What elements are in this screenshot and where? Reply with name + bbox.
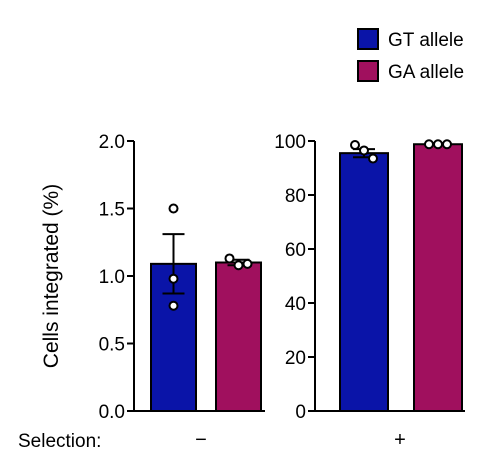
panel-1-selection-value: − <box>195 429 207 451</box>
y-tick-label: 20 <box>285 348 306 369</box>
data-point <box>350 140 360 151</box>
selection-label: Selection: <box>18 431 101 452</box>
data-point <box>233 260 244 271</box>
y-tick-label: 1.5 <box>99 200 125 221</box>
panel-2-selection-value: + <box>394 429 406 451</box>
bar <box>413 143 463 413</box>
y-axis-title: Cells integrated (%) <box>40 184 63 368</box>
legend: GT allele GA allele <box>357 28 464 83</box>
data-point <box>168 203 179 214</box>
legend-swatch-gt <box>357 28 379 50</box>
legend-label-ga: GA allele <box>388 62 464 83</box>
bar <box>339 152 389 412</box>
y-tick-label: 60 <box>285 240 306 261</box>
data-point <box>433 139 443 150</box>
y-tick-label: 100 <box>274 132 306 153</box>
data-point <box>242 258 253 269</box>
data-point <box>168 273 179 284</box>
panel-without-selection: 0.0 0.5 1.0 1.5 2.0 <box>99 132 265 423</box>
y-tick-label: 0.5 <box>99 335 125 356</box>
y-tick-label: 0 <box>295 402 306 423</box>
y-tick-label: 40 <box>285 294 306 315</box>
data-point <box>368 153 378 164</box>
data-point <box>359 145 369 156</box>
data-point <box>442 139 452 150</box>
data-point <box>224 253 235 264</box>
legend-swatch-ga <box>357 60 379 82</box>
y-tick-label: 2.0 <box>99 132 125 153</box>
data-point <box>168 300 179 311</box>
y-tick-label: 0.0 <box>99 402 125 423</box>
legend-label-gt: GT allele <box>388 30 464 51</box>
data-point <box>424 139 434 150</box>
bar <box>215 261 262 412</box>
panel-with-selection: 0 20 40 60 80 100 <box>274 132 465 423</box>
y-tick-label: 1.0 <box>99 267 125 288</box>
y-tick-label: 80 <box>285 186 306 207</box>
